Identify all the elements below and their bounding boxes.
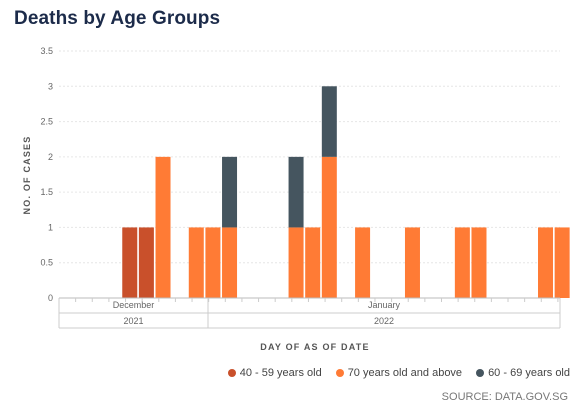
month-label: December [113,300,155,310]
legend-label-60-69: 60 - 69 years old [488,367,570,379]
bar-segment-series-0[interactable] [122,227,138,298]
legend-label-40-59: 40 - 59 years old [239,367,322,379]
bar-segment-series-2[interactable] [321,86,337,157]
y-tick-label: 2 [48,152,53,162]
bar-segment-series-1[interactable] [538,227,554,298]
bar-segment-series-1[interactable] [155,156,171,298]
y-tick-label: 1 [48,222,53,232]
bar-segment-series-1[interactable] [554,227,570,298]
month-label: January [368,300,401,310]
bars [122,86,570,298]
bar-segment-series-1[interactable] [321,156,337,298]
bar-segment-series-1[interactable] [471,227,487,298]
legend-item-60-69[interactable]: 60 - 69 years old [476,367,570,379]
bar-segment-series-2[interactable] [288,156,304,228]
bar-segment-series-2[interactable] [222,156,238,228]
y-tick-label: 2.5 [40,117,53,127]
legend-dot-70-above [335,369,344,377]
y-tick-label: 3 [48,81,53,91]
bar-segment-series-0[interactable] [138,227,154,298]
bar-segment-series-1[interactable] [454,227,470,298]
x-axis-label: DAY OF AS OF DATE [260,342,369,352]
legend-item-40-59[interactable]: 40 - 59 years old [227,367,322,379]
legend: 40 - 59 years old 70 years old and above… [227,367,570,379]
year-label: 2022 [374,316,394,326]
legend-dot-40-59 [227,369,236,377]
legend-label-70-above: 70 years old and above [347,367,463,379]
year-label: 2021 [123,316,143,326]
y-tick-labels: 0 0.5 1 1.5 2 2.5 3 3.5 [40,46,53,303]
chart-title: Deaths by Age Groups [14,8,221,29]
bar-segment-series-1[interactable] [288,227,304,298]
y-axis-label: NO. OF CASES [22,136,32,215]
y-tick-label: 3.5 [40,46,53,56]
legend-dot-60-69 [476,369,485,377]
bar-segment-series-1[interactable] [205,227,221,298]
bar-segment-series-1[interactable] [355,227,371,298]
y-tick-label: 0 [48,293,53,303]
y-tick-label: 1.5 [40,187,53,197]
source-note: SOURCE: DATA.GOV.SG [441,391,568,403]
bar-segment-series-1[interactable] [188,227,204,298]
y-tick-label: 0.5 [40,258,53,268]
bar-segment-series-1[interactable] [222,227,238,298]
bar-segment-series-1[interactable] [305,227,321,298]
legend-item-70-above[interactable]: 70 years old and above [335,367,463,379]
x-axis: December 2021 January 2022 [58,297,561,329]
bar-segment-series-1[interactable] [404,227,420,298]
